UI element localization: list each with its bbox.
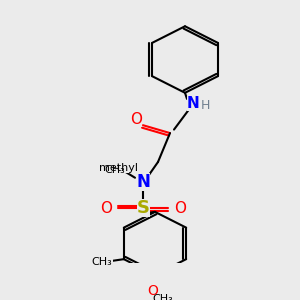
Text: N: N — [136, 173, 150, 191]
Text: O: O — [100, 201, 112, 216]
Text: N: N — [187, 96, 200, 111]
Text: methyl: methyl — [100, 163, 139, 173]
Text: CH₃: CH₃ — [92, 257, 112, 267]
Text: CH₃: CH₃ — [153, 294, 173, 300]
Text: H: H — [200, 99, 210, 112]
Text: S: S — [136, 200, 149, 217]
Text: O: O — [148, 284, 158, 298]
Text: O: O — [130, 112, 142, 128]
Text: O: O — [174, 201, 186, 216]
Text: CH₃: CH₃ — [105, 165, 125, 175]
